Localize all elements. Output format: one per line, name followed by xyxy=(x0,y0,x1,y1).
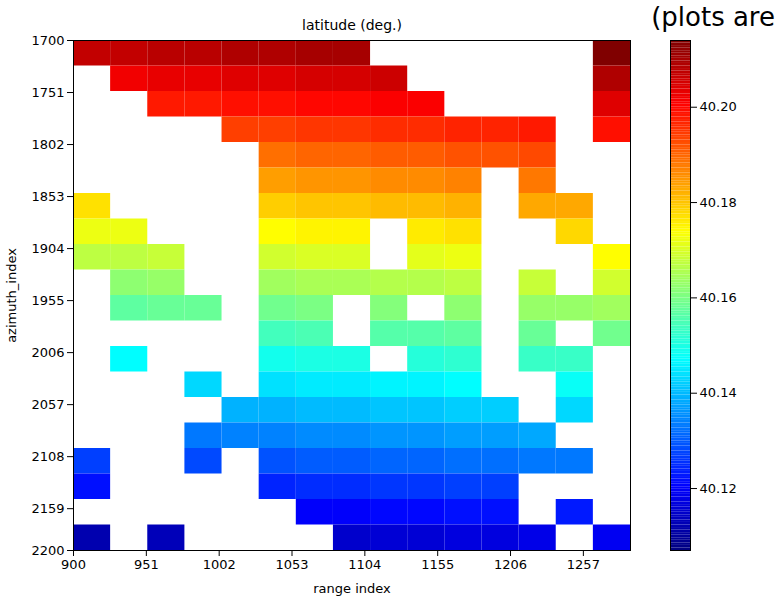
svg-text:2159: 2159 xyxy=(31,501,64,516)
svg-text:40.20: 40.20 xyxy=(700,99,737,114)
svg-text:40.18: 40.18 xyxy=(700,195,737,210)
svg-text:1955: 1955 xyxy=(31,293,64,308)
svg-text:900: 900 xyxy=(61,557,86,572)
svg-text:2200: 2200 xyxy=(31,543,64,558)
svg-text:1155: 1155 xyxy=(421,557,454,572)
svg-text:range index: range index xyxy=(313,581,391,596)
svg-text:1904: 1904 xyxy=(31,241,64,256)
svg-text:40.14: 40.14 xyxy=(700,385,737,400)
svg-text:1002: 1002 xyxy=(203,557,236,572)
svg-text:1700: 1700 xyxy=(31,33,64,48)
svg-text:1257: 1257 xyxy=(567,557,600,572)
svg-text:azimuth_index: azimuth_index xyxy=(4,248,19,343)
svg-text:1853: 1853 xyxy=(31,189,64,204)
svg-text:2108: 2108 xyxy=(31,449,64,464)
svg-text:2006: 2006 xyxy=(31,345,64,360)
svg-text:latitude (deg.): latitude (deg.) xyxy=(302,17,402,33)
svg-text:2057: 2057 xyxy=(31,397,64,412)
svg-text:40.16: 40.16 xyxy=(700,290,737,305)
html-text:(plots are: (plots are xyxy=(651,2,775,32)
svg-text:1802: 1802 xyxy=(31,137,64,152)
svg-text:1053: 1053 xyxy=(275,557,308,572)
svg-text:951: 951 xyxy=(134,557,159,572)
svg-text:1104: 1104 xyxy=(348,557,381,572)
svg-text:1206: 1206 xyxy=(494,557,527,572)
svg-text:1751: 1751 xyxy=(31,85,64,100)
svg-text:40.12: 40.12 xyxy=(700,481,737,496)
